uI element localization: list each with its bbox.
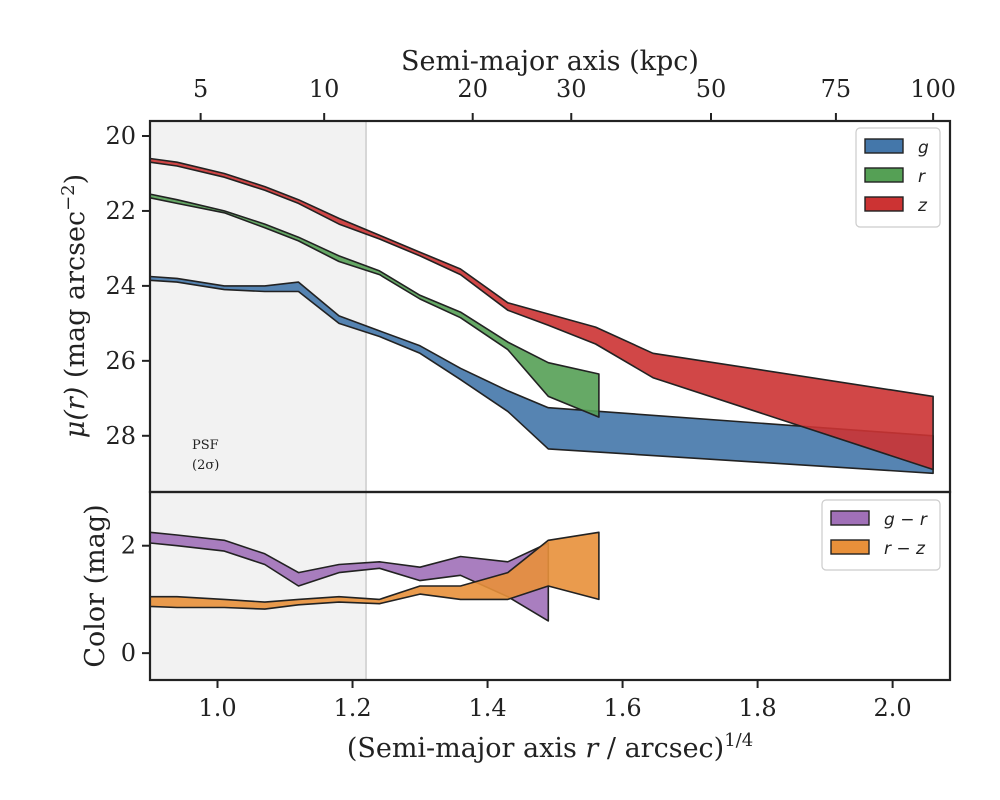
x-label-r: r <box>585 733 600 764</box>
top-x-tick-label: 30 <box>556 75 587 103</box>
legend-color: g − r r − z <box>821 499 941 571</box>
top-x-tick-label: 20 <box>457 75 488 103</box>
top-x-tick-label: 75 <box>821 75 852 103</box>
y-label-exponent: −2 <box>58 184 79 211</box>
band-sb-z <box>149 157 934 471</box>
axis-ticks: 20 22 24 26 28 5 10 20 30 50 75 100 0 2 1.0 1.2 1.4 1.6 1.… <box>105 75 956 722</box>
y-tick-label-top: 28 <box>105 422 136 450</box>
top-x-tick-label: 100 <box>910 75 956 103</box>
legend-swatch <box>864 138 904 154</box>
x-tick-label: 1.4 <box>468 694 506 722</box>
x-tick-label: 1.0 <box>198 694 236 722</box>
top-x-tick-label: 5 <box>193 75 208 103</box>
band-sb-g <box>149 275 934 475</box>
psf-label-line2: (2σ) <box>192 458 219 473</box>
legend-label: r − z <box>884 539 926 559</box>
x-tick-label: 2.0 <box>874 694 912 722</box>
band-color-0 <box>149 531 550 622</box>
x-label-main: (Semi-major axis <box>347 733 586 764</box>
y-label-mu: μ(r) <box>60 387 91 439</box>
top-y-axis-label: μ(r) (mag arcsec−2) <box>58 174 91 438</box>
y-tick-label-bottom: 0 <box>121 639 136 667</box>
legend-label: g − r <box>884 510 928 530</box>
surface-brightness-bands <box>149 157 934 475</box>
bottom-axes-frame <box>148 490 952 682</box>
legend-label: z <box>917 196 928 216</box>
top-x-tick-label: 10 <box>309 75 340 103</box>
x-label-rest: / arcsec) <box>598 733 724 764</box>
y-label-close: ) <box>60 174 91 185</box>
legend-surface-brightness: grz <box>855 127 941 228</box>
y-tick-label-top: 26 <box>105 347 136 375</box>
legend-swatch <box>830 539 870 555</box>
x-label-exponent: 1/4 <box>724 730 753 751</box>
bottom-x-axis-label: (Semi-major axis r / arcsec)1/4 <box>347 730 753 764</box>
legend-swatch <box>864 167 904 183</box>
y-tick-label-top: 22 <box>105 197 136 225</box>
psf-region-bottom <box>150 492 367 680</box>
x-tick-label: 1.8 <box>739 694 777 722</box>
band-sb-r <box>149 193 600 418</box>
y-tick-label-top: 24 <box>105 272 136 300</box>
y-tick-label-bottom: 2 <box>121 532 136 560</box>
y-label-unit: (mag arcsec <box>60 211 91 387</box>
legend-swatch <box>830 510 870 526</box>
top-x-axis-label: Semi-major axis (kpc) <box>401 46 699 77</box>
x-tick-label: 1.6 <box>603 694 641 722</box>
psf-region-top <box>150 121 367 492</box>
legend-label: r <box>918 167 926 187</box>
x-tick-label: 1.2 <box>333 694 371 722</box>
y-tick-label-top: 20 <box>105 122 136 150</box>
top-x-tick-label: 50 <box>696 75 727 103</box>
psf-label-line1: PSF <box>192 438 219 453</box>
band-color-1 <box>149 531 600 610</box>
bottom-y-axis-label: Color (mag) <box>80 504 111 667</box>
legend-label: g <box>918 138 929 158</box>
color-bands <box>149 531 600 622</box>
legend-swatch <box>864 196 904 212</box>
